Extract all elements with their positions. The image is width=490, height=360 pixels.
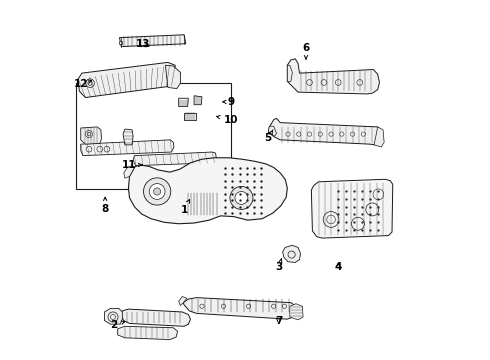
Text: 5: 5 — [265, 130, 273, 143]
Text: 7: 7 — [275, 316, 283, 325]
Polygon shape — [78, 62, 175, 98]
Polygon shape — [104, 309, 122, 324]
Circle shape — [235, 192, 248, 204]
Polygon shape — [184, 113, 196, 120]
Polygon shape — [120, 35, 186, 46]
Polygon shape — [194, 96, 202, 105]
Polygon shape — [287, 59, 379, 94]
Polygon shape — [269, 118, 381, 145]
Polygon shape — [374, 127, 384, 147]
Text: 8: 8 — [101, 197, 109, 215]
Polygon shape — [123, 129, 133, 145]
Polygon shape — [166, 65, 180, 89]
Polygon shape — [128, 158, 287, 224]
Polygon shape — [81, 127, 101, 144]
Polygon shape — [283, 245, 300, 262]
Polygon shape — [145, 175, 161, 182]
Circle shape — [153, 188, 161, 195]
Circle shape — [230, 186, 253, 210]
Polygon shape — [124, 166, 135, 178]
Polygon shape — [118, 326, 177, 339]
Polygon shape — [290, 304, 303, 320]
Polygon shape — [269, 126, 276, 136]
Text: 12: 12 — [74, 79, 92, 89]
Polygon shape — [311, 179, 393, 238]
Polygon shape — [183, 298, 297, 319]
Bar — [76, 83, 231, 189]
Text: 10: 10 — [217, 115, 238, 125]
Polygon shape — [119, 41, 122, 44]
Text: 3: 3 — [275, 259, 283, 272]
Polygon shape — [133, 152, 216, 166]
Polygon shape — [179, 98, 188, 107]
Text: 11: 11 — [122, 160, 143, 170]
Circle shape — [149, 184, 165, 199]
Polygon shape — [163, 173, 177, 180]
Polygon shape — [287, 65, 293, 81]
Polygon shape — [179, 297, 187, 306]
Text: 2: 2 — [110, 320, 125, 330]
Text: 6: 6 — [302, 43, 310, 59]
Circle shape — [144, 178, 171, 205]
Polygon shape — [81, 140, 174, 156]
Text: 4: 4 — [335, 262, 342, 272]
Text: 9: 9 — [223, 97, 234, 107]
Polygon shape — [122, 309, 191, 326]
Text: 13: 13 — [136, 40, 150, 49]
Text: 1: 1 — [180, 199, 190, 216]
